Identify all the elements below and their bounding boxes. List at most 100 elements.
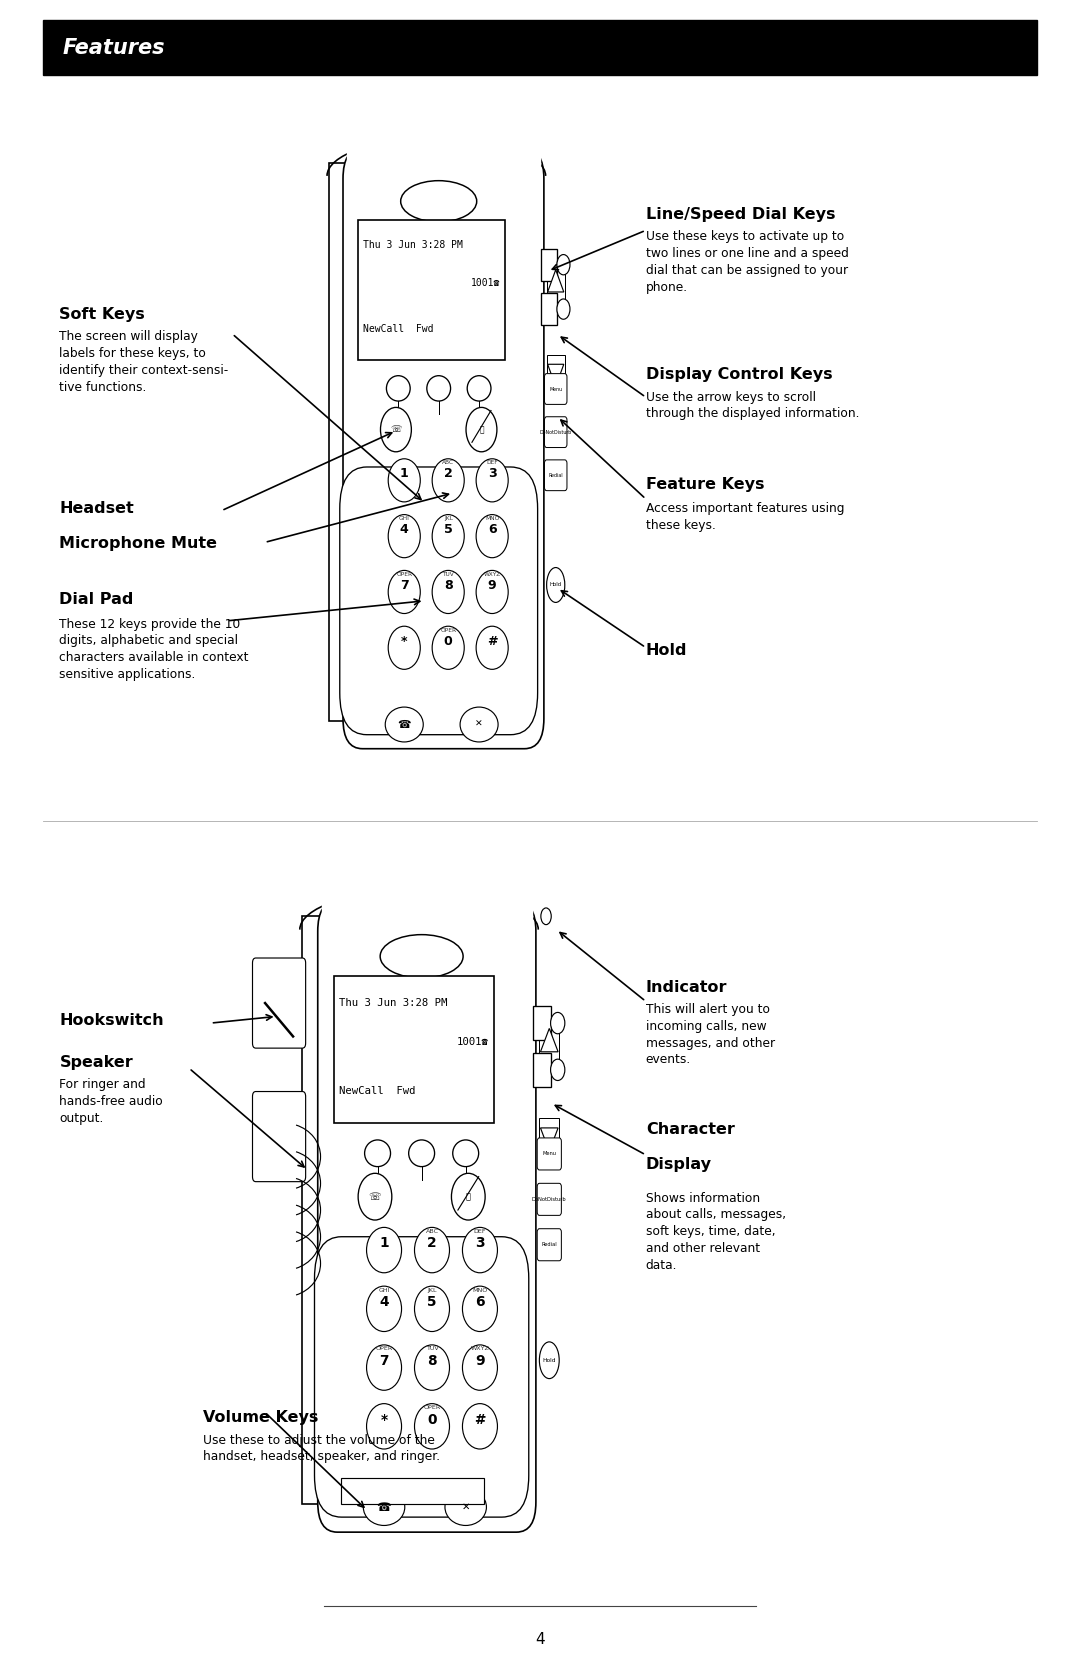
- FancyBboxPatch shape: [253, 958, 306, 1048]
- Ellipse shape: [467, 407, 497, 452]
- Polygon shape: [548, 364, 564, 387]
- Ellipse shape: [539, 1342, 559, 1379]
- Bar: [541, 294, 557, 325]
- Ellipse shape: [551, 1013, 565, 1033]
- Ellipse shape: [462, 1287, 498, 1332]
- Text: Volume Keys: Volume Keys: [203, 1410, 319, 1425]
- Text: ☏: ☏: [368, 1192, 381, 1202]
- Text: This will alert you to
incoming calls, new
messages, and other
events.: This will alert you to incoming calls, n…: [646, 1003, 775, 1066]
- Text: Soft Keys: Soft Keys: [59, 307, 145, 322]
- Bar: [539, 1028, 559, 1065]
- FancyBboxPatch shape: [253, 1092, 306, 1182]
- Ellipse shape: [462, 1345, 498, 1390]
- Text: Hold: Hold: [550, 582, 562, 587]
- Text: GHI: GHI: [399, 516, 409, 521]
- Bar: [341, 1479, 484, 1504]
- Text: ABC: ABC: [426, 1228, 438, 1233]
- Ellipse shape: [366, 1404, 402, 1449]
- Ellipse shape: [432, 514, 464, 557]
- Ellipse shape: [415, 1287, 449, 1332]
- Ellipse shape: [546, 567, 565, 603]
- Ellipse shape: [415, 1404, 449, 1449]
- Bar: [546, 270, 565, 305]
- Text: Thu 3 Jun 3:28 PM: Thu 3 Jun 3:28 PM: [339, 998, 447, 1008]
- Text: 6: 6: [475, 1295, 485, 1308]
- Ellipse shape: [476, 459, 509, 502]
- Ellipse shape: [462, 1404, 498, 1449]
- Bar: [322, 886, 531, 933]
- Ellipse shape: [427, 376, 450, 401]
- Text: Menu: Menu: [542, 1152, 556, 1157]
- FancyBboxPatch shape: [544, 374, 567, 404]
- Text: 9: 9: [475, 1354, 485, 1369]
- Text: 7: 7: [400, 579, 408, 592]
- Text: JKL: JKL: [444, 516, 453, 521]
- Bar: [43, 20, 1037, 75]
- Ellipse shape: [460, 708, 498, 743]
- FancyBboxPatch shape: [314, 1237, 529, 1517]
- Text: 4: 4: [536, 1632, 544, 1647]
- Text: 1: 1: [400, 467, 408, 481]
- Text: 3: 3: [475, 1237, 485, 1250]
- Text: 4: 4: [379, 1295, 389, 1308]
- Ellipse shape: [388, 626, 420, 669]
- Text: NewCall  Fwd: NewCall Fwd: [363, 324, 433, 334]
- Bar: [302, 916, 323, 1504]
- Text: ✕: ✕: [461, 1502, 470, 1512]
- Ellipse shape: [476, 571, 509, 614]
- Text: 5: 5: [428, 1295, 436, 1308]
- Text: Use these keys to activate up to
two lines or one line and a speed
dial that can: Use these keys to activate up to two lin…: [646, 230, 849, 294]
- Bar: [539, 1118, 559, 1155]
- Text: Microphone Mute: Microphone Mute: [59, 536, 217, 551]
- Ellipse shape: [363, 1489, 405, 1525]
- Text: *: *: [401, 634, 407, 648]
- Text: Dial Pad: Dial Pad: [59, 592, 134, 608]
- Text: Menu: Menu: [549, 387, 563, 392]
- Ellipse shape: [453, 1140, 478, 1167]
- Ellipse shape: [541, 908, 551, 925]
- Ellipse shape: [366, 1227, 402, 1273]
- Ellipse shape: [432, 459, 464, 502]
- Ellipse shape: [432, 626, 464, 669]
- Text: 1: 1: [379, 1237, 389, 1250]
- Text: 8: 8: [444, 579, 453, 592]
- Text: Headset: Headset: [59, 501, 134, 516]
- Text: Indicator: Indicator: [646, 980, 727, 995]
- Ellipse shape: [557, 299, 570, 319]
- Text: GHI: GHI: [378, 1288, 390, 1292]
- Text: ✕: ✕: [475, 719, 483, 729]
- Text: 4: 4: [400, 524, 408, 536]
- Ellipse shape: [365, 1140, 391, 1167]
- Polygon shape: [540, 1028, 558, 1051]
- Bar: [534, 1053, 551, 1087]
- Text: ☏: ☏: [390, 426, 402, 434]
- Text: OPER: OPER: [441, 628, 456, 633]
- FancyBboxPatch shape: [343, 149, 544, 749]
- FancyBboxPatch shape: [544, 417, 567, 447]
- Ellipse shape: [380, 407, 411, 452]
- Text: 6: 6: [488, 524, 497, 536]
- Bar: [534, 1006, 551, 1040]
- Ellipse shape: [462, 1227, 498, 1273]
- Ellipse shape: [476, 626, 509, 669]
- Ellipse shape: [401, 180, 476, 222]
- Text: 0: 0: [444, 634, 453, 648]
- Text: Hold: Hold: [646, 643, 687, 658]
- Text: OPER: OPER: [423, 1405, 441, 1410]
- Text: These 12 keys provide the 10
digits, alphabetic and special
characters available: These 12 keys provide the 10 digits, alp…: [59, 618, 248, 681]
- FancyBboxPatch shape: [340, 467, 538, 734]
- Ellipse shape: [432, 571, 464, 614]
- Ellipse shape: [380, 935, 463, 978]
- Text: *: *: [380, 1412, 388, 1427]
- Text: Display: Display: [646, 1157, 712, 1172]
- Text: ☎: ☎: [377, 1500, 391, 1514]
- Bar: [541, 249, 557, 280]
- Ellipse shape: [415, 1345, 449, 1390]
- Text: 0: 0: [428, 1412, 436, 1427]
- Ellipse shape: [445, 1489, 486, 1525]
- Text: 1001☎: 1001☎: [457, 1038, 489, 1048]
- Text: 7: 7: [379, 1354, 389, 1369]
- Ellipse shape: [388, 514, 420, 557]
- Text: 🎤: 🎤: [480, 426, 484, 434]
- Text: MNO: MNO: [485, 516, 499, 521]
